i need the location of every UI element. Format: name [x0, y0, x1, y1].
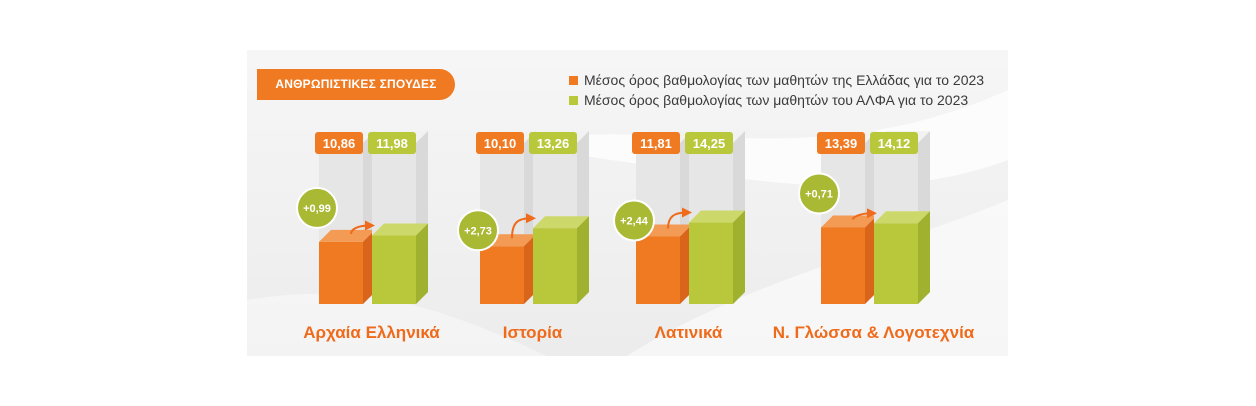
- value-badge: [870, 132, 918, 154]
- increase-arrow: [511, 213, 536, 239]
- value-label-alfa: 14,25: [693, 136, 726, 151]
- legend-swatch-green: [569, 95, 578, 105]
- value-label-greece: 10,86: [323, 136, 356, 151]
- difference-badge: [798, 172, 840, 215]
- bar-greece: [480, 246, 524, 304]
- bar-greece: [319, 241, 363, 304]
- value-badge: [685, 132, 733, 154]
- value-badge: [315, 132, 363, 154]
- difference-label: +0,71: [805, 188, 833, 200]
- chart-panel: ΑΝΘΡΩΠΙΣΤΙΚΕΣ ΣΠΟΥΔΕΣ Μέσος όρος βαθμολο…: [247, 50, 1008, 356]
- legend-item-greece: Μέσος όρος βαθμολογίας των μαθητών της Ε…: [569, 70, 984, 90]
- bar-alfa: [533, 228, 577, 304]
- bar-greece: [636, 236, 680, 304]
- bar-alfa: [689, 222, 733, 304]
- category-label: Αρχαία Ελληνικά: [303, 323, 440, 342]
- value-badge: [368, 132, 416, 154]
- bar-fill-side: [918, 211, 930, 304]
- category-label: Ν. Γλώσσα & Λογοτεχνία: [773, 323, 975, 342]
- bar-fill-top: [372, 223, 428, 236]
- category-label: Ιστορία: [503, 323, 563, 342]
- value-label-greece: 10,10: [484, 136, 517, 151]
- increase-arrow: [350, 220, 375, 235]
- bar-chart: 10,86 11,98 +0,99 Αρχαία Ελληνικά 10,10 13,26…: [296, 131, 975, 342]
- value-label-greece: 13,39: [825, 136, 858, 151]
- bar-fill-top: [319, 229, 375, 242]
- bar-fill-top: [533, 216, 589, 229]
- category-label: Λατινικά: [655, 323, 723, 342]
- value-badge: [632, 132, 680, 154]
- bar-fill-side: [577, 216, 589, 304]
- difference-badge: [613, 199, 655, 242]
- section-tag: ΑΝΘΡΩΠΙΣΤΙΚΕΣ ΣΠΟΥΔΕΣ: [257, 69, 455, 100]
- bar-fill-top: [689, 210, 745, 223]
- value-label-alfa: 11,98: [376, 136, 408, 151]
- bar-fill-top: [821, 215, 877, 228]
- difference-label: +0,99: [303, 203, 331, 215]
- legend-swatch-orange: [569, 75, 578, 85]
- value-badge: [529, 132, 577, 154]
- difference-label: +2,44: [620, 215, 649, 227]
- bar-greece: [821, 227, 865, 304]
- legend-label-greece: Μέσος όρος βαθμολογίας των μαθητών της Ε…: [584, 72, 985, 88]
- difference-label: +2,73: [464, 225, 492, 237]
- increase-arrow: [852, 208, 877, 220]
- bar-fill-top: [874, 211, 930, 224]
- bar-fill-side: [416, 223, 428, 304]
- value-badge: [476, 132, 524, 154]
- increase-arrow: [667, 207, 692, 229]
- legend: Μέσος όρος βαθμολογίας των μαθητών της Ε…: [569, 70, 984, 110]
- difference-badge: [457, 209, 499, 252]
- bar-alfa: [874, 223, 918, 304]
- legend-item-alfa: Μέσος όρος βαθμολογίας των μαθητών του Α…: [569, 90, 984, 110]
- value-badge: [817, 132, 865, 154]
- bar-alfa: [372, 235, 416, 304]
- value-label-alfa: 14,12: [878, 136, 911, 151]
- value-label-alfa: 13,26: [537, 136, 570, 151]
- bar-fill-side: [733, 210, 745, 304]
- value-label-greece: 11,81: [640, 136, 672, 151]
- legend-label-alfa: Μέσος όρος βαθμολογίας των μαθητών του Α…: [584, 92, 969, 108]
- difference-badge: [296, 186, 338, 229]
